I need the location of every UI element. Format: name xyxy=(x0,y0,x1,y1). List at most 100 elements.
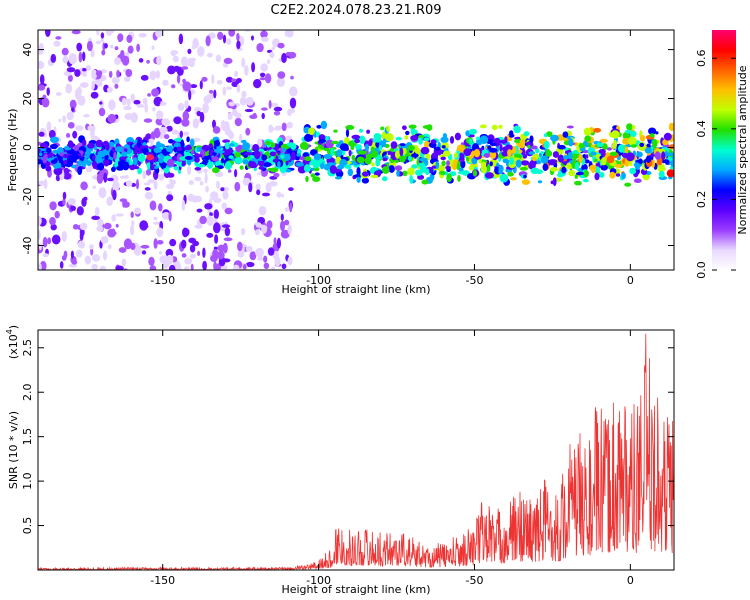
spectrogram-cell xyxy=(181,239,187,249)
spectrogram-cell xyxy=(457,171,466,175)
spectrogram-cell xyxy=(66,155,75,164)
spectrogram-cell xyxy=(181,66,189,70)
spectrogram-cell xyxy=(138,32,147,38)
spectrogram-cell xyxy=(628,160,633,167)
spectrogram-cell xyxy=(339,143,349,151)
spectrogram-cell xyxy=(96,30,100,36)
spectrogram-cell xyxy=(42,236,48,248)
spectrogram-cell xyxy=(281,52,287,64)
colorbar-tick-label: 0.4 xyxy=(695,120,708,138)
spectrogram-cell xyxy=(71,107,75,112)
spectrogram-cell xyxy=(133,99,141,105)
spectrogram-cell xyxy=(265,140,271,146)
spectrogram-cell xyxy=(48,129,56,139)
spectrogram-cell xyxy=(199,80,203,90)
spectrogram-cell xyxy=(77,240,86,249)
spectrogram-cell xyxy=(519,166,528,171)
colorbar-tick-label: 0.2 xyxy=(695,191,708,209)
spectrogram-cell xyxy=(609,151,618,156)
spectrogram-cell xyxy=(63,172,72,180)
spectrogram-cell xyxy=(289,202,293,213)
spectrogram-cell xyxy=(227,169,232,173)
spectrogram-cell xyxy=(211,156,220,162)
spectrogram-cell xyxy=(234,117,242,127)
spectrogram-cell xyxy=(70,250,74,259)
spectrogram-cell xyxy=(260,63,269,72)
spectrogram-cell xyxy=(382,176,388,182)
spectrogram-cell xyxy=(165,248,174,258)
spectrogram-cell xyxy=(445,165,451,170)
spectrogram-cell xyxy=(188,60,195,68)
spectrogram-cell xyxy=(39,152,43,157)
spectrogram-cell xyxy=(101,49,106,56)
spectrogram-cell xyxy=(145,169,152,176)
spectrogram-cell xyxy=(562,131,569,138)
colorbar-gradient xyxy=(712,30,736,270)
spectrogram-cell xyxy=(382,138,387,148)
spectrogram-cell xyxy=(91,80,95,90)
spectrogram-cell xyxy=(241,57,246,68)
spectrogram-cell xyxy=(270,167,279,173)
spectrogram-cell xyxy=(146,59,150,64)
spectrogram-cell xyxy=(137,153,146,163)
spectrogram-cell xyxy=(109,44,114,49)
spectrogram-cell xyxy=(255,229,260,236)
spectrogram-cell xyxy=(351,134,361,140)
spectrogram-cell xyxy=(149,70,157,81)
spectrogram-cell xyxy=(257,250,263,260)
spectrogram-cell xyxy=(378,145,383,151)
spectrogram-cell xyxy=(85,65,92,71)
spectrogram-cell xyxy=(639,135,646,142)
spectrogram-cell xyxy=(479,124,487,129)
spectrogram-cell xyxy=(261,112,265,120)
spectrogram-cell xyxy=(204,203,213,210)
spectrogram-cell xyxy=(402,125,407,130)
spectrogram-cell xyxy=(624,182,632,187)
spectrogram-cell xyxy=(648,127,657,135)
spectrogram-cell xyxy=(171,155,178,161)
spectrogram-cell xyxy=(169,179,176,185)
spectrogram-cell xyxy=(552,177,557,187)
spectrogram-cell xyxy=(287,148,291,154)
spectrogram-cell xyxy=(96,162,105,171)
spectrogram-cell xyxy=(140,244,150,249)
spectrogram-cell xyxy=(67,140,73,148)
spectrogram-cell xyxy=(98,107,106,117)
spectrogram-cell xyxy=(95,70,103,77)
spectrogram-cell xyxy=(155,98,161,106)
spectrogram-cell xyxy=(489,161,493,167)
spectrogram-cell xyxy=(90,49,95,58)
spectrogram-cell xyxy=(168,264,176,270)
spectrogram-cell xyxy=(217,31,224,40)
spectrogram-cell xyxy=(156,55,162,66)
spectrogram-cell xyxy=(584,135,592,142)
spectrogram-cell xyxy=(657,163,666,173)
spectrogram-cell xyxy=(61,47,69,56)
spectrogram-cell xyxy=(664,150,669,158)
spectrogram-cell xyxy=(111,76,120,85)
spectrogram-cell xyxy=(562,155,569,160)
spectrogram-cell xyxy=(498,124,503,129)
spectrogram-cell xyxy=(228,30,236,37)
spectrogram-cell xyxy=(184,257,193,265)
spectrogram-cell xyxy=(263,162,272,168)
spectrogram-cell xyxy=(52,149,58,154)
spectrogram-cell xyxy=(226,38,232,45)
spectrogram-cell xyxy=(131,220,135,226)
spectrogram-cell xyxy=(147,179,156,184)
spectrogram-cell xyxy=(355,144,362,150)
spectrogram-cell xyxy=(223,57,233,64)
spectrogram-cell xyxy=(441,145,446,149)
spectrogram-cell xyxy=(535,147,540,154)
spectrogram-cell xyxy=(364,156,372,165)
spectrogram-cell xyxy=(228,155,234,159)
y-tick-label: 1.5 xyxy=(21,428,34,446)
spectrogram-cell xyxy=(89,244,94,250)
spectrogram-cell xyxy=(125,180,133,187)
spectrogram-cell xyxy=(227,112,233,120)
spectrogram-cell xyxy=(224,161,232,170)
spectrogram-cell xyxy=(103,159,110,165)
spectrogram-cell xyxy=(153,147,161,154)
spectrogram-cell xyxy=(578,155,582,161)
